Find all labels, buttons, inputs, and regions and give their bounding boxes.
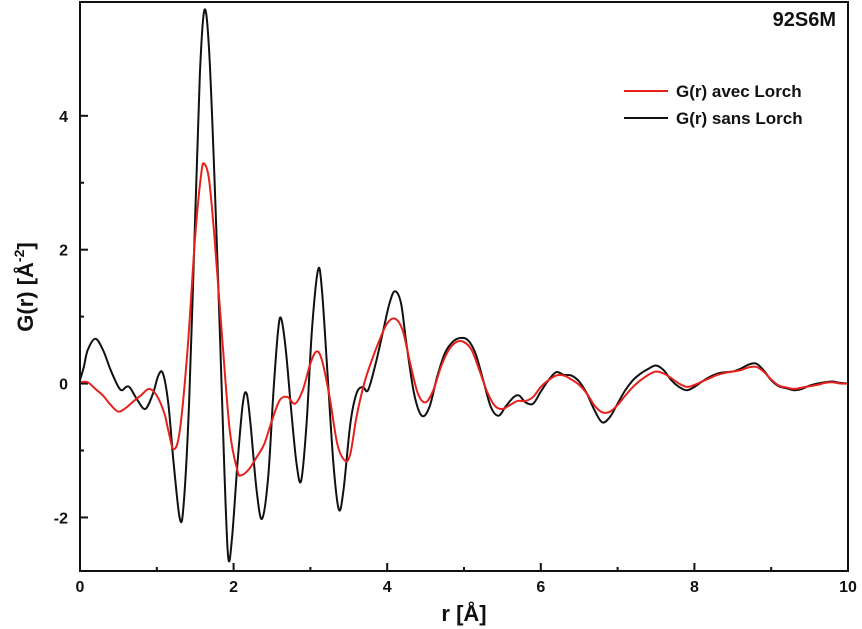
series-line-lorch xyxy=(79,162,849,477)
plot-frame xyxy=(79,1,849,572)
x-tick-labels: 0 2 4 6 8 10 xyxy=(76,579,857,596)
y-tick-label: -2 xyxy=(54,510,68,527)
x-tick-label: 8 xyxy=(690,579,699,596)
legend-label-sans-lorch: G(r) sans Lorch xyxy=(676,109,803,128)
x-tick-label: 10 xyxy=(839,579,857,596)
y-tick-label: 0 xyxy=(59,377,68,394)
legend-label-lorch: G(r) avec Lorch xyxy=(676,82,802,101)
x-axis-label: r [Å] xyxy=(441,600,486,626)
x-tick-label: 2 xyxy=(229,579,238,596)
x-tick-label: 0 xyxy=(76,579,85,596)
y-axis-label-main: G(r) [Å xyxy=(12,262,38,332)
chart-title: 92S6M xyxy=(773,9,836,31)
y-tick-label: 4 xyxy=(59,109,68,126)
y-axis-label: G(r) [Å-2] xyxy=(11,242,38,331)
y-tick-labels: -2 0 2 4 xyxy=(54,109,68,528)
y-axis-label-superscript: -2 xyxy=(11,249,27,262)
y-tick-label: 2 xyxy=(59,243,68,260)
series-lines xyxy=(79,8,849,563)
tick-marks xyxy=(79,114,849,571)
legend: G(r) avec Lorch G(r) sans Lorch xyxy=(624,82,803,128)
x-tick-label: 4 xyxy=(383,579,392,596)
y-axis-label-end: ] xyxy=(13,242,38,249)
x-tick-label: 6 xyxy=(536,579,545,596)
